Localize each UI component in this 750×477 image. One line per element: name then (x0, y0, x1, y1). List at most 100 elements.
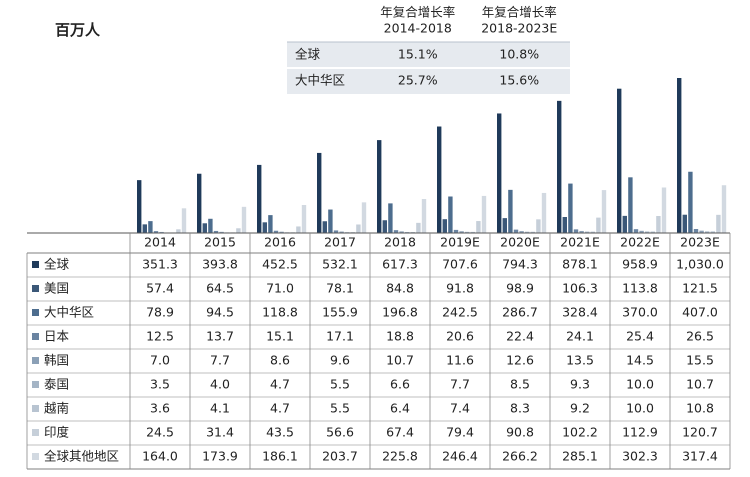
value-label: 958.9 (622, 257, 658, 272)
bar (176, 229, 181, 233)
bar (661, 187, 667, 233)
bar (481, 195, 487, 233)
value-label: 4.7 (270, 377, 290, 392)
bar (568, 183, 573, 233)
bar (301, 204, 307, 233)
value-label: 8.3 (510, 401, 530, 416)
bar (677, 78, 682, 233)
bar (682, 214, 687, 233)
bar (181, 208, 187, 233)
x-tick-label: 2018 (384, 235, 416, 250)
bar (442, 219, 447, 233)
cagr-header: 年复合增长率 (482, 5, 557, 20)
legend-label: 印度 (44, 425, 70, 440)
bar (448, 196, 453, 233)
value-label: 5.5 (330, 377, 350, 392)
value-label: 43.5 (266, 425, 294, 440)
legend-swatch (32, 405, 39, 412)
bar (628, 177, 633, 233)
value-label: 10.7 (686, 377, 714, 392)
bar (416, 222, 421, 233)
value-label: 120.7 (682, 425, 718, 440)
x-tick-label: 2014 (144, 235, 176, 250)
bar (645, 231, 650, 233)
value-label: 15.1 (266, 329, 294, 344)
bar (459, 231, 464, 233)
value-label: 13.5 (566, 353, 594, 368)
bar (650, 231, 655, 233)
value-label: 9.3 (570, 377, 590, 392)
bar (241, 206, 247, 233)
value-label: 113.8 (622, 281, 658, 296)
x-tick-label: 2019E (440, 235, 480, 250)
value-label: 3.6 (150, 401, 170, 416)
value-label: 118.8 (262, 305, 298, 320)
value-label: 155.9 (322, 305, 358, 320)
bar (465, 231, 470, 233)
legend-label: 日本 (44, 329, 70, 344)
value-label: 12.5 (146, 329, 174, 344)
bar (497, 113, 502, 233)
value-label: 9.2 (570, 401, 590, 416)
legend-label: 韩国 (44, 353, 69, 368)
value-label: 25.4 (626, 329, 654, 344)
value-label: 173.9 (202, 449, 238, 464)
value-label: 17.1 (326, 329, 354, 344)
legend-swatch (32, 261, 39, 268)
bar (693, 229, 699, 233)
bar (633, 229, 639, 233)
bar (508, 189, 513, 233)
value-label: 3.5 (150, 377, 170, 392)
bar (573, 229, 579, 233)
x-tick-label: 2022E (620, 235, 660, 250)
bar (197, 173, 202, 233)
bar (579, 230, 584, 233)
value-label: 407.0 (682, 305, 718, 320)
value-label: 56.6 (326, 425, 354, 440)
bar (453, 229, 459, 233)
bar (541, 192, 547, 233)
value-label: 4.1 (210, 401, 230, 416)
value-label: 102.2 (562, 425, 598, 440)
bar (617, 88, 622, 233)
cagr-header: 2018-2023E (481, 21, 557, 36)
value-label: 64.5 (206, 281, 234, 296)
value-label: 31.4 (206, 425, 234, 440)
bar (470, 231, 475, 233)
legend-label: 大中华区 (44, 305, 94, 320)
bar (296, 226, 301, 233)
bar (159, 231, 164, 233)
value-label: 91.8 (446, 281, 474, 296)
value-label: 14.5 (626, 353, 654, 368)
bar (382, 220, 387, 233)
bar (153, 231, 159, 233)
value-label: 10.8 (686, 401, 714, 416)
value-label: 11.6 (446, 353, 474, 368)
legend-label: 全球其他地区 (44, 449, 119, 464)
x-tick-label: 2015 (204, 235, 236, 250)
bar (639, 230, 644, 233)
value-label: 6.6 (390, 377, 410, 392)
value-label: 121.5 (682, 281, 718, 296)
bar (208, 218, 213, 233)
bar (530, 231, 535, 233)
legend-label: 越南 (44, 401, 69, 416)
bar (710, 231, 715, 233)
bar (557, 100, 562, 233)
value-label: 302.3 (622, 449, 658, 464)
bar (656, 216, 661, 233)
cagr-cell: 全球 (295, 47, 321, 62)
value-label: 112.9 (622, 425, 658, 440)
value-label: 78.9 (146, 305, 174, 320)
bar (339, 231, 344, 233)
bar (317, 152, 322, 233)
bar (437, 126, 442, 233)
legend-swatch (32, 357, 39, 364)
value-label: 878.1 (562, 257, 598, 272)
value-label: 351.3 (142, 257, 178, 272)
value-label: 20.6 (446, 329, 474, 344)
value-label: 10.7 (386, 353, 414, 368)
bar (137, 180, 142, 233)
value-label: 225.8 (382, 449, 418, 464)
